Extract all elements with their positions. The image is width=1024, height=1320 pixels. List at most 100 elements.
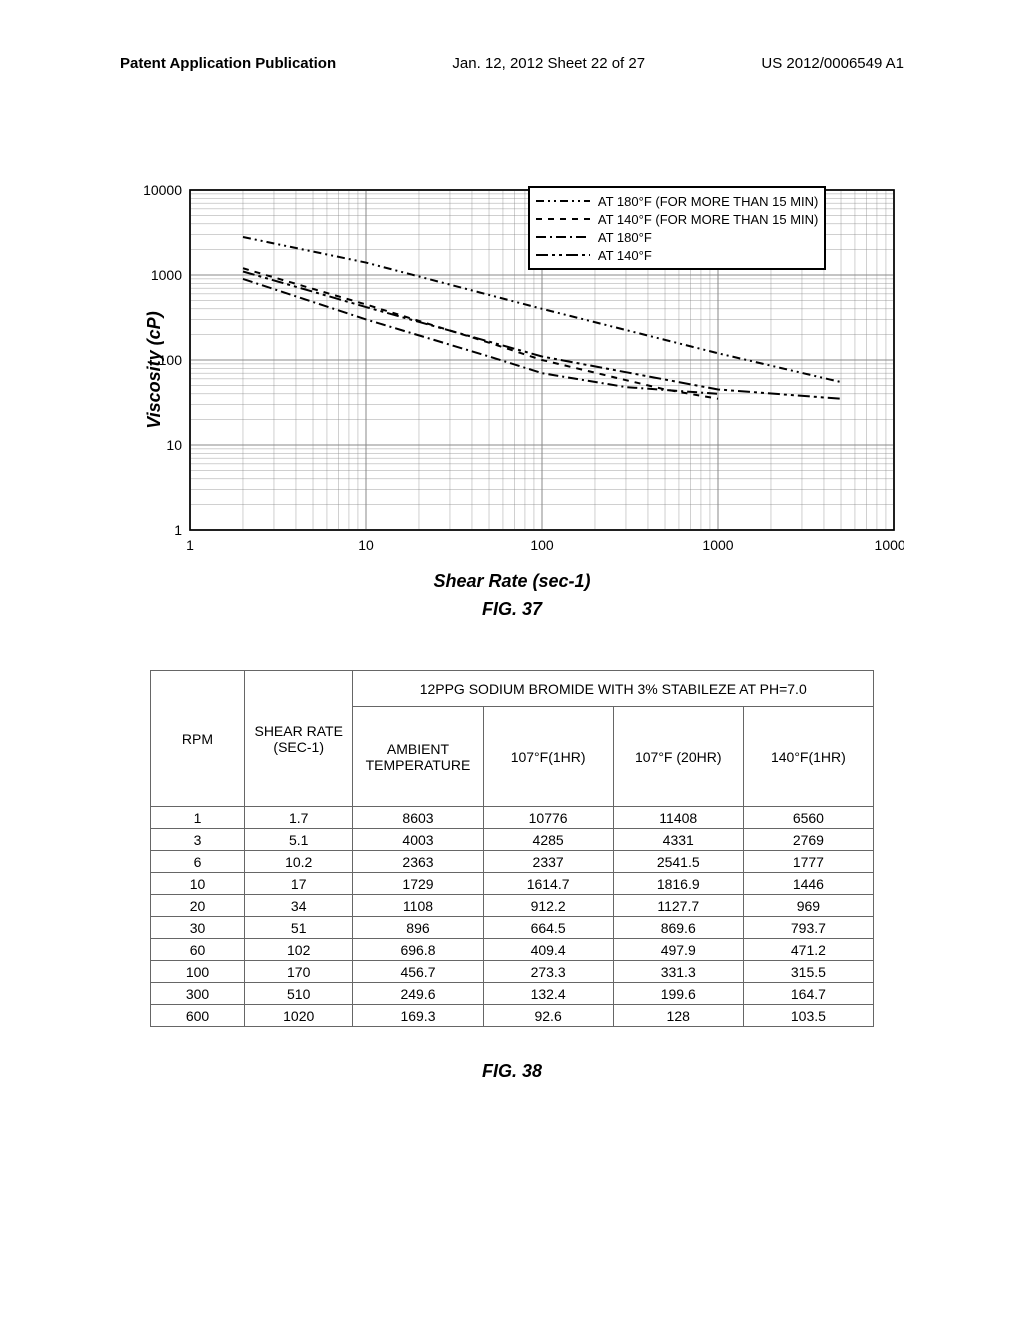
table-cell: 17 (244, 873, 352, 895)
table-cell: 92.6 (483, 1005, 613, 1027)
legend-label: AT 180°F (FOR MORE THAN 15 MIN) (598, 194, 818, 209)
th-rpm: RPM (151, 671, 245, 807)
table-cell: 11408 (613, 807, 743, 829)
page-header: Patent Application Publication Jan. 12, … (120, 55, 904, 72)
table-cell: 793.7 (743, 917, 873, 939)
table-cell: 409.4 (483, 939, 613, 961)
th-c3: 107°F (20HR) (613, 707, 743, 807)
table-cell: 102 (244, 939, 352, 961)
th-c1: AMBIENT TEMPERATURE (353, 707, 483, 807)
table-cell: 664.5 (483, 917, 613, 939)
table-cell: 896 (353, 917, 483, 939)
table-cell: 8603 (353, 807, 483, 829)
table-cell: 1 (151, 807, 245, 829)
table-cell: 30 (151, 917, 245, 939)
table-cell: 1777 (743, 851, 873, 873)
th-c2: 107°F(1HR) (483, 707, 613, 807)
table-cell: 1020 (244, 1005, 352, 1027)
table-row: 20341108912.21127.7969 (151, 895, 874, 917)
table-cell: 1.7 (244, 807, 352, 829)
table-cell: 2541.5 (613, 851, 743, 873)
table-cell: 273.3 (483, 961, 613, 983)
svg-text:10: 10 (166, 437, 182, 453)
table-cell: 34 (244, 895, 352, 917)
table-body: 11.786031077611408656035.140034285433127… (151, 807, 874, 1027)
table-row: 11.7860310776114086560 (151, 807, 874, 829)
svg-text:10: 10 (358, 537, 374, 553)
table-cell: 6560 (743, 807, 873, 829)
table-cell: 1127.7 (613, 895, 743, 917)
svg-text:1: 1 (174, 522, 182, 538)
table-cell: 869.6 (613, 917, 743, 939)
legend-item: AT 180°F (FOR MORE THAN 15 MIN) (536, 192, 818, 210)
table-cell: 2363 (353, 851, 483, 873)
table-figure-label: FIG. 38 (150, 1061, 874, 1082)
table-cell: 10.2 (244, 851, 352, 873)
table-cell: 2769 (743, 829, 873, 851)
table-cell: 20 (151, 895, 245, 917)
table-cell: 456.7 (353, 961, 483, 983)
table-cell: 249.6 (353, 983, 483, 1005)
table-cell: 497.9 (613, 939, 743, 961)
data-table-container: RPM SHEAR RATE (SEC-1) 12PPG SODIUM BROM… (150, 670, 874, 1082)
svg-text:100: 100 (530, 537, 554, 553)
th-shear: SHEAR RATE (SEC-1) (244, 671, 352, 807)
table-cell: 4285 (483, 829, 613, 851)
table-cell: 510 (244, 983, 352, 1005)
table-row: 610.2236323372541.51777 (151, 851, 874, 873)
chart-legend: AT 180°F (FOR MORE THAN 15 MIN) AT 140°F … (528, 186, 826, 270)
table-cell: 471.2 (743, 939, 873, 961)
table-cell: 10776 (483, 807, 613, 829)
svg-text:1000: 1000 (151, 267, 182, 283)
legend-item: AT 140°F (FOR MORE THAN 15 MIN) (536, 210, 818, 228)
table-cell: 169.3 (353, 1005, 483, 1027)
table-cell: 10 (151, 873, 245, 895)
table-row: 100170456.7273.3331.3315.5 (151, 961, 874, 983)
table-cell: 100 (151, 961, 245, 983)
table-row: 60102696.8409.4497.9471.2 (151, 939, 874, 961)
table-cell: 331.3 (613, 961, 743, 983)
table-cell: 132.4 (483, 983, 613, 1005)
legend-label: AT 140°F (FOR MORE THAN 15 MIN) (598, 212, 818, 227)
table-cell: 1614.7 (483, 873, 613, 895)
table-cell: 300 (151, 983, 245, 1005)
table-cell: 4331 (613, 829, 743, 851)
table-cell: 600 (151, 1005, 245, 1027)
table-cell: 1816.9 (613, 873, 743, 895)
table-cell: 51 (244, 917, 352, 939)
table-cell: 969 (743, 895, 873, 917)
header-right: US 2012/0006549 A1 (761, 55, 904, 72)
table-row: 3051896664.5869.6793.7 (151, 917, 874, 939)
legend-label: AT 180°F (598, 230, 652, 245)
table-cell: 315.5 (743, 961, 873, 983)
table-cell: 5.1 (244, 829, 352, 851)
table-row: 35.14003428543312769 (151, 829, 874, 851)
svg-text:10000: 10000 (875, 537, 904, 553)
chart-xlabel: Shear Rate (sec-1) (433, 571, 590, 592)
table-cell: 128 (613, 1005, 743, 1027)
table-cell: 103.5 (743, 1005, 873, 1027)
table-cell: 199.6 (613, 983, 743, 1005)
header-left: Patent Application Publication (120, 55, 336, 72)
table-cell: 3 (151, 829, 245, 851)
table-cell: 6 (151, 851, 245, 873)
chart-figure-label: FIG. 37 (482, 599, 542, 620)
svg-text:100: 100 (159, 352, 183, 368)
table-cell: 4003 (353, 829, 483, 851)
svg-text:1000: 1000 (702, 537, 733, 553)
svg-text:10000: 10000 (143, 182, 182, 198)
table-row: 300510249.6132.4199.6164.7 (151, 983, 874, 1005)
legend-item: AT 140°F (536, 246, 818, 264)
table-cell: 2337 (483, 851, 613, 873)
viscosity-chart: Viscosity (cP) 1101001000100001101001000… (120, 180, 904, 560)
table-cell: 1729 (353, 873, 483, 895)
header-mid: Jan. 12, 2012 Sheet 22 of 27 (452, 55, 645, 72)
table-row: 101717291614.71816.91446 (151, 873, 874, 895)
th-span: 12PPG SODIUM BROMIDE WITH 3% STABILEZE A… (353, 671, 874, 707)
table-cell: 696.8 (353, 939, 483, 961)
table-cell: 170 (244, 961, 352, 983)
legend-label: AT 140°F (598, 248, 652, 263)
legend-item: AT 180°F (536, 228, 818, 246)
table-cell: 1108 (353, 895, 483, 917)
table-cell: 164.7 (743, 983, 873, 1005)
